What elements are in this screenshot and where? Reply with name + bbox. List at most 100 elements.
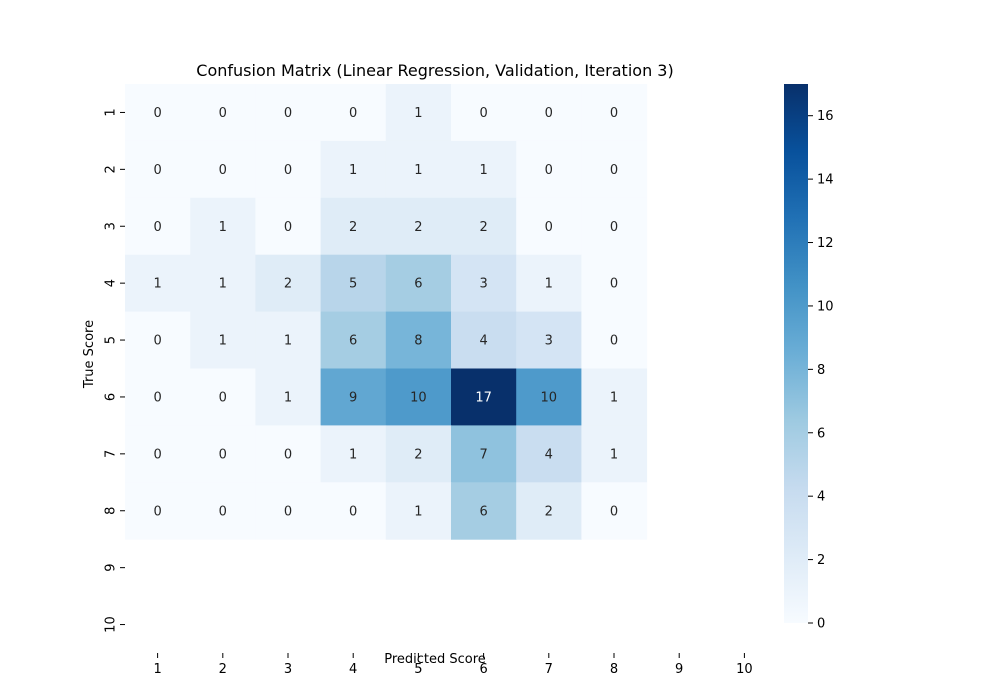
heatmap-cell: [581, 482, 648, 540]
cell-value-label: 0: [284, 163, 292, 178]
cell-value-label: 9: [349, 390, 357, 405]
heatmap-cell: [516, 84, 582, 142]
heatmap-cell-labels: 0 0 0 0 1 0 0 00 0 0 1 1 1 0 00 1 0 2 2 2 0 01 1 2 5 6 3 1 00 1 1 6 8 4 3 0…: [153, 106, 618, 519]
heatmap-cell: [581, 140, 648, 199]
cell-value-label: 0: [153, 220, 161, 235]
heatmap-cell: [255, 84, 322, 142]
heatmap-cell: [451, 197, 517, 256]
cell-value-label: 0: [610, 334, 618, 349]
cell-value-label: 1: [610, 390, 618, 405]
cell-value-label: 0: [610, 220, 618, 235]
cell-value-label: 0: [219, 447, 227, 462]
cell-value-label: 0: [219, 106, 227, 121]
heatmap-cell: [385, 84, 452, 142]
y-tick-label: 8: [104, 507, 119, 515]
y-tick-label: 3: [104, 222, 119, 230]
cell-value-label: 0: [153, 163, 161, 178]
cell-value-label: 0: [219, 390, 227, 405]
cell-value-label: 1: [219, 277, 227, 292]
colorbar: 0 2 4 6 8 10 12 14 16: [784, 84, 834, 632]
heatmap-cell: [190, 254, 256, 313]
heatmap-cell: [451, 368, 517, 426]
heatmap-cell: [125, 84, 191, 142]
cell-value-label: 0: [610, 277, 618, 292]
heatmap-cell: [385, 368, 452, 426]
cell-value-label: 0: [284, 504, 292, 519]
x-tick-label: 5: [414, 662, 422, 677]
x-tick-label: 6: [479, 662, 487, 677]
colorbar-tick-label: 16: [817, 109, 834, 124]
heatmap-cell: [255, 425, 322, 483]
cell-value-label: 0: [284, 106, 292, 121]
colorbar-tick-label: 10: [817, 299, 834, 314]
y-tick-label: 7: [104, 450, 119, 458]
heatmap-cell: [255, 197, 322, 256]
cell-value-label: 4: [479, 334, 487, 349]
cell-value-label: 0: [610, 106, 618, 121]
colorbar-tick-label: 4: [817, 490, 825, 505]
heatmap-cell: [516, 482, 582, 540]
heatmap-cell: [320, 425, 387, 483]
cell-value-label: 1: [284, 390, 292, 405]
colorbar-ticks: 0 2 4 6 8 10 12 14 16: [808, 109, 834, 632]
cell-value-label: 1: [414, 504, 422, 519]
colorbar-tick-label: 2: [817, 553, 825, 568]
y-tick-label: 4: [104, 279, 119, 287]
y-tick-label: 1: [104, 108, 119, 116]
heatmap-cell: [385, 197, 452, 256]
x-axis: 1 2 3 4 5 6 7 8 9 10: [153, 653, 753, 677]
heatmap-cell: [255, 254, 322, 313]
cell-value-label: 2: [414, 220, 422, 235]
colorbar-tick-label: 8: [817, 363, 825, 378]
x-tick-label: 8: [610, 662, 618, 677]
heatmap-cell: [451, 311, 517, 369]
cell-value-label: 2: [284, 277, 292, 292]
heatmap-cell: [516, 368, 582, 426]
heatmap-cell: [516, 140, 582, 199]
heatmap-cell: [320, 84, 387, 142]
heatmap-cell: [190, 84, 256, 142]
heatmap-cell: [125, 140, 191, 199]
heatmap-cells: [125, 84, 648, 540]
cell-value-label: 7: [479, 447, 487, 462]
heatmap-cell: [385, 254, 452, 313]
heatmap-cell: [385, 425, 452, 483]
colorbar-tick-label: 14: [817, 173, 834, 188]
heatmap-cell: [320, 311, 387, 369]
heatmap-cell: [190, 311, 256, 369]
cell-value-label: 0: [284, 220, 292, 235]
cell-value-label: 4: [545, 447, 553, 462]
heatmap-cell: [385, 482, 452, 540]
heatmap-cell: [255, 482, 322, 540]
cell-value-label: 0: [219, 504, 227, 519]
y-axis-label: True Score: [82, 320, 97, 389]
heatmap-cell: [125, 368, 191, 426]
heatmap-cell: [255, 311, 322, 369]
heatmap-cell: [516, 425, 582, 483]
cell-value-label: 0: [284, 447, 292, 462]
cell-value-label: 0: [610, 504, 618, 519]
heatmap-cell: [190, 482, 256, 540]
cell-value-label: 17: [475, 390, 492, 405]
heatmap-cell: [190, 140, 256, 199]
x-tick-label: 10: [736, 662, 753, 677]
cell-value-label: 0: [153, 447, 161, 462]
cell-value-label: 1: [414, 163, 422, 178]
x-tick-label: 3: [284, 662, 292, 677]
heatmap-cell: [190, 368, 256, 426]
cell-value-label: 1: [219, 334, 227, 349]
cell-value-label: 1: [479, 163, 487, 178]
cell-value-label: 0: [219, 163, 227, 178]
heatmap-cell: [451, 84, 517, 142]
heatmap-cell: [320, 482, 387, 540]
heatmap-cell: [255, 140, 322, 199]
chart-title: Confusion Matrix (Linear Regression, Val…: [196, 61, 673, 80]
cell-value-label: 1: [414, 106, 422, 121]
x-tick-label: 7: [545, 662, 553, 677]
x-axis-label: Predicted Score: [384, 652, 486, 667]
cell-value-label: 0: [153, 504, 161, 519]
cell-value-label: 2: [545, 504, 553, 519]
cell-value-label: 1: [610, 447, 618, 462]
heatmap-cell: [125, 311, 191, 369]
x-tick-label: 4: [349, 662, 357, 677]
